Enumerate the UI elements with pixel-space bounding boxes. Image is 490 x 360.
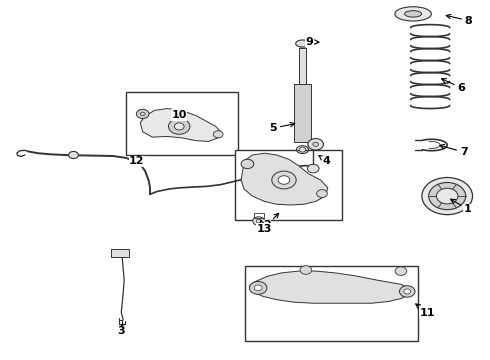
Bar bbox=[111, 249, 128, 257]
Bar bbox=[254, 213, 264, 217]
Circle shape bbox=[213, 131, 223, 138]
Circle shape bbox=[299, 147, 306, 152]
Bar bbox=[245, 266, 418, 342]
Circle shape bbox=[429, 183, 466, 210]
Text: 9: 9 bbox=[306, 37, 319, 47]
Circle shape bbox=[169, 118, 190, 134]
Polygon shape bbox=[294, 84, 311, 143]
Circle shape bbox=[404, 289, 411, 294]
Text: 3: 3 bbox=[118, 323, 125, 337]
Circle shape bbox=[253, 217, 265, 225]
Circle shape bbox=[278, 176, 290, 184]
Circle shape bbox=[437, 188, 458, 204]
Circle shape bbox=[254, 285, 262, 291]
Polygon shape bbox=[250, 271, 411, 303]
Circle shape bbox=[422, 177, 472, 215]
Circle shape bbox=[317, 190, 327, 198]
Ellipse shape bbox=[405, 11, 421, 17]
Circle shape bbox=[136, 109, 149, 118]
Ellipse shape bbox=[395, 7, 431, 21]
Bar bbox=[125, 93, 238, 155]
Polygon shape bbox=[241, 153, 328, 205]
Circle shape bbox=[249, 282, 267, 294]
Bar bbox=[235, 150, 343, 220]
Circle shape bbox=[241, 159, 254, 168]
Text: 10: 10 bbox=[172, 110, 187, 121]
Text: 12: 12 bbox=[129, 155, 145, 166]
Circle shape bbox=[300, 266, 312, 274]
Circle shape bbox=[308, 139, 323, 150]
Ellipse shape bbox=[295, 40, 309, 47]
Text: 8: 8 bbox=[446, 14, 472, 26]
Circle shape bbox=[272, 171, 296, 189]
Text: 5: 5 bbox=[270, 122, 294, 133]
Text: 2: 2 bbox=[263, 213, 279, 230]
Circle shape bbox=[174, 123, 184, 130]
Polygon shape bbox=[298, 48, 306, 91]
Circle shape bbox=[307, 164, 319, 173]
Text: 11: 11 bbox=[416, 304, 435, 318]
Text: 7: 7 bbox=[440, 144, 467, 157]
Text: 1: 1 bbox=[451, 199, 471, 214]
Circle shape bbox=[69, 152, 78, 158]
Circle shape bbox=[399, 286, 415, 297]
Polygon shape bbox=[140, 109, 220, 141]
Text: 13: 13 bbox=[256, 220, 271, 234]
Circle shape bbox=[395, 267, 407, 275]
Text: 6: 6 bbox=[441, 78, 466, 93]
Circle shape bbox=[313, 142, 318, 147]
Text: 4: 4 bbox=[319, 156, 331, 166]
